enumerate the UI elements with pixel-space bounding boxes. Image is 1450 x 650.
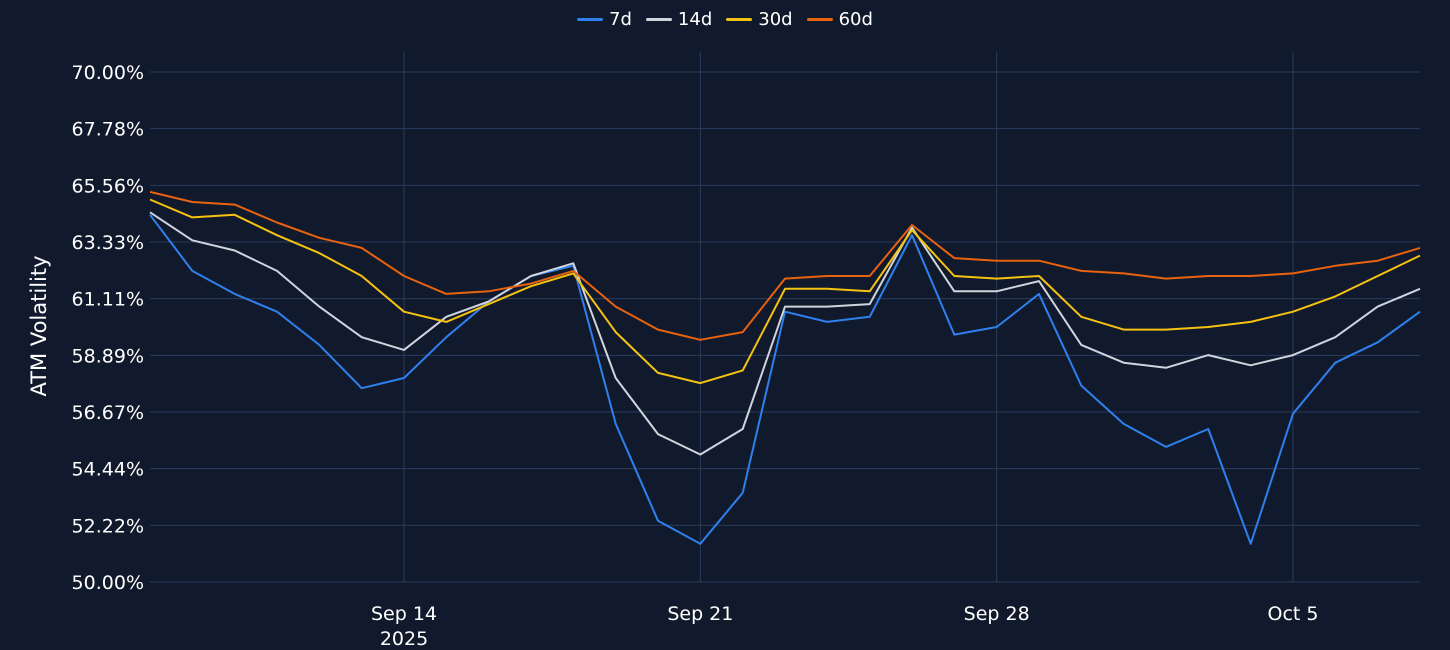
- legend-label: 14d: [677, 8, 713, 30]
- grid-lines: [150, 52, 1420, 583]
- x-tick-label: Sep 14: [371, 603, 437, 625]
- series-line-30d: [149, 198, 1421, 385]
- y-tick-label: 63.33%: [72, 232, 144, 254]
- y-tick-label: 56.67%: [72, 402, 144, 424]
- legend: 7d 14d 30d 60d: [0, 6, 1450, 32]
- y-tick-label: 67.78%: [72, 119, 144, 141]
- legend-swatch: [577, 17, 604, 21]
- legend-label: 7d: [609, 8, 632, 30]
- series-line-7d: [149, 214, 1421, 545]
- y-tick-label: 70.00%: [72, 62, 144, 84]
- legend-item-14d[interactable]: 14d: [645, 8, 713, 30]
- y-tick-label: 65.56%: [72, 175, 144, 197]
- legend-item-7d[interactable]: 7d: [577, 9, 632, 30]
- legend-item-60d[interactable]: 60d: [806, 8, 873, 30]
- legend-swatch: [645, 17, 672, 21]
- series-line-14d: [149, 211, 1421, 456]
- legend-item-30d[interactable]: 30d: [726, 8, 793, 30]
- x-tick-sublabel: 2025: [380, 628, 428, 650]
- legend-label: 60d: [838, 8, 873, 30]
- y-tick-label: 54.44%: [72, 459, 144, 481]
- y-axis-label: ATM Volatility: [27, 255, 51, 396]
- y-tick-label: 61.11%: [72, 289, 144, 311]
- legend-label: 30d: [758, 8, 793, 30]
- y-tick-label: 52.22%: [72, 515, 144, 537]
- x-axis-ticks: Sep 14 2025 Sep 21 Sep 28 Oct 5: [371, 603, 1319, 650]
- y-axis-ticks: 70.00% 67.78% 65.56% 63.33% 61.11% 58.89% 56.6…: [72, 62, 144, 594]
- x-tick-label: Oct 5: [1268, 603, 1319, 625]
- series-line-60d: [149, 190, 1421, 341]
- legend-swatch: [726, 17, 753, 21]
- y-tick-label: 58.89%: [72, 345, 144, 367]
- x-tick-label: Sep 21: [667, 603, 733, 625]
- x-tick-label: Sep 28: [964, 603, 1030, 625]
- series-lines: [149, 190, 1421, 545]
- y-tick-label: 50.00%: [72, 572, 144, 594]
- legend-swatch: [806, 17, 833, 21]
